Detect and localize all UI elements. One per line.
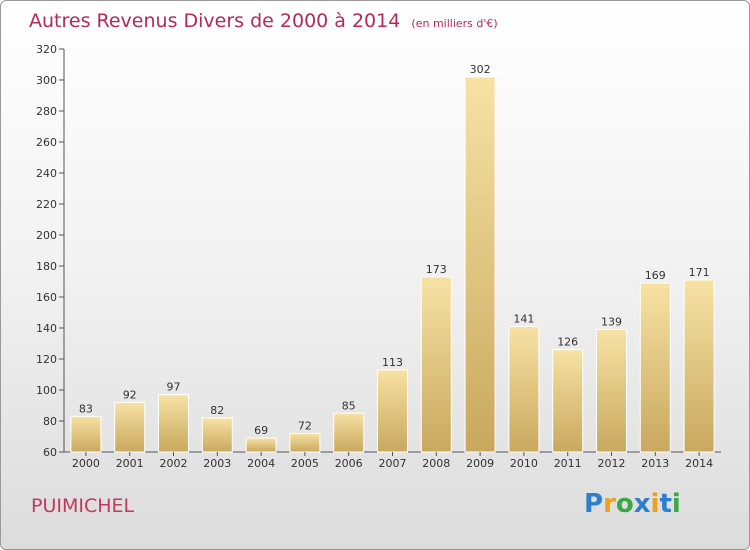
- x-tick-label: 2003: [203, 457, 231, 470]
- logo-letter: o: [615, 489, 634, 519]
- y-tick-label: 280: [36, 105, 57, 118]
- bar: [464, 76, 496, 453]
- y-tick-label: 120: [36, 353, 57, 366]
- bar: [420, 276, 452, 453]
- bar-value-label: 113: [382, 356, 403, 369]
- bar: [508, 325, 540, 453]
- y-tick-label: 60: [43, 446, 57, 459]
- commune-name: PUIMICHEL: [31, 495, 135, 517]
- bar: [245, 437, 277, 453]
- y-tick-label: 80: [43, 415, 57, 428]
- bar-value-label: 83: [79, 402, 93, 415]
- logo-letter: t: [659, 489, 672, 519]
- bar: [70, 415, 102, 453]
- x-tick-label: 2012: [598, 457, 626, 470]
- y-tick-label: 260: [36, 136, 57, 149]
- y-tick-label: 160: [36, 291, 57, 304]
- bar: [683, 279, 715, 453]
- x-tick-label: 2011: [554, 457, 582, 470]
- proxiti-logo[interactable]: Proxiti: [584, 489, 681, 519]
- chart-title-unit: (en milliers d'€): [411, 17, 498, 30]
- bar: [289, 432, 321, 453]
- bar-value-label: 169: [645, 269, 666, 282]
- y-tick-label: 320: [36, 43, 57, 56]
- logo-letter: x: [633, 489, 651, 519]
- x-tick-label: 2001: [116, 457, 144, 470]
- bar: [114, 401, 146, 453]
- bar-value-label: 141: [513, 312, 534, 325]
- logo-letter: i: [671, 489, 681, 519]
- bar-value-label: 97: [167, 381, 181, 394]
- x-tick-label: 2007: [379, 457, 407, 470]
- y-tick-label: 100: [36, 384, 57, 397]
- x-tick-label: 2009: [466, 457, 494, 470]
- logo-letter: i: [650, 489, 660, 519]
- bar-value-label: 82: [210, 404, 224, 417]
- y-tick-label: 220: [36, 198, 57, 211]
- bar-value-label: 302: [470, 63, 491, 76]
- x-tick-label: 2004: [247, 457, 275, 470]
- y-tick-label: 300: [36, 74, 57, 87]
- bar-value-label: 69: [254, 424, 268, 437]
- bar-value-label: 173: [426, 263, 447, 276]
- bar-value-label: 171: [689, 266, 710, 279]
- bar-value-label: 139: [601, 316, 622, 329]
- y-tick-label: 200: [36, 229, 57, 242]
- x-tick-label: 2006: [335, 457, 363, 470]
- bar: [333, 412, 365, 453]
- x-tick-label: 2010: [510, 457, 538, 470]
- bar-value-label: 85: [342, 399, 356, 412]
- chart-title: Autres Revenus Divers de 2000 à 2014 (en…: [29, 10, 498, 32]
- bar: [201, 417, 233, 453]
- x-tick-label: 2000: [72, 457, 100, 470]
- bar: [158, 394, 189, 453]
- x-tick-label: 2013: [641, 457, 669, 470]
- bar-value-label: 72: [298, 419, 312, 432]
- y-tick-label: 240: [36, 167, 57, 180]
- x-tick-label: 2002: [160, 457, 188, 470]
- bar: [552, 349, 584, 453]
- bar: [639, 282, 671, 453]
- x-tick-label: 2008: [422, 457, 450, 470]
- x-tick-label: 2005: [291, 457, 319, 470]
- chart-title-main: Autres Revenus Divers de 2000 à 2014: [29, 10, 401, 32]
- bar-value-label: 126: [557, 336, 578, 349]
- y-tick-label: 140: [36, 322, 57, 335]
- bar: [377, 369, 408, 453]
- y-tick-label: 180: [36, 260, 57, 273]
- logo-letter: r: [603, 489, 616, 519]
- bar: [596, 329, 627, 453]
- x-tick-label: 2014: [685, 457, 713, 470]
- bar-value-label: 92: [123, 388, 137, 401]
- logo-letter: P: [584, 489, 604, 519]
